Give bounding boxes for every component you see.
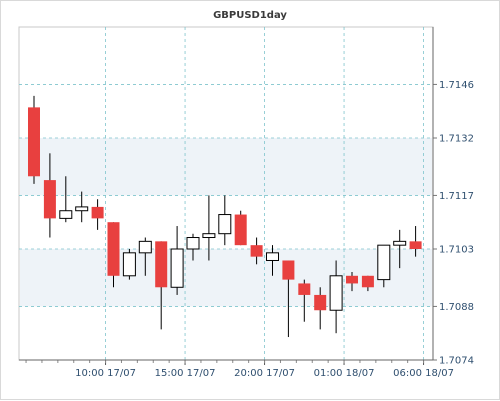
candle-down: [314, 294, 327, 311]
candle-up: [75, 206, 89, 212]
candle-down: [409, 241, 422, 249]
y-tick-label: 1.7117: [439, 191, 474, 202]
y-tick-label: 1.7146: [439, 80, 474, 91]
y-tick-label: 1.7088: [439, 302, 474, 313]
x-tick-label: 15:00 17/07: [155, 368, 216, 379]
y-tick-label: 1.7132: [439, 134, 474, 145]
candle-up: [59, 210, 73, 219]
candle-down: [234, 214, 247, 246]
grid-band: [20, 138, 432, 196]
candle-up: [170, 248, 184, 288]
candle-down: [282, 260, 295, 280]
x-tick-label: 10:00 17/07: [75, 368, 136, 379]
candle-up: [138, 240, 152, 254]
candle-down: [361, 275, 374, 288]
candle-up: [186, 237, 200, 250]
candle-down: [346, 275, 358, 284]
candle-up: [122, 252, 136, 277]
candle-down: [298, 283, 311, 295]
candle-down: [43, 180, 56, 219]
candle-up: [218, 214, 232, 235]
candle-up: [377, 244, 391, 281]
candle-down: [155, 241, 168, 288]
candle-up: [393, 240, 407, 246]
x-tick-label: 01:00 18/07: [314, 368, 375, 379]
y-tick-label: 1.7074: [439, 356, 474, 367]
x-tick-label: 20:00 17/07: [234, 368, 295, 379]
x-tick-label: 06:00 18/07: [393, 368, 454, 379]
candle-down: [107, 222, 120, 276]
candle-down: [28, 107, 40, 177]
y-tick-label: 1.7103: [439, 245, 474, 256]
candle-down: [250, 245, 263, 257]
chart-title: GBPUSD1day: [213, 10, 287, 21]
candle-down: [91, 206, 104, 219]
candle-up: [266, 252, 279, 261]
candle-up: [202, 233, 216, 239]
candle-up: [329, 275, 343, 311]
